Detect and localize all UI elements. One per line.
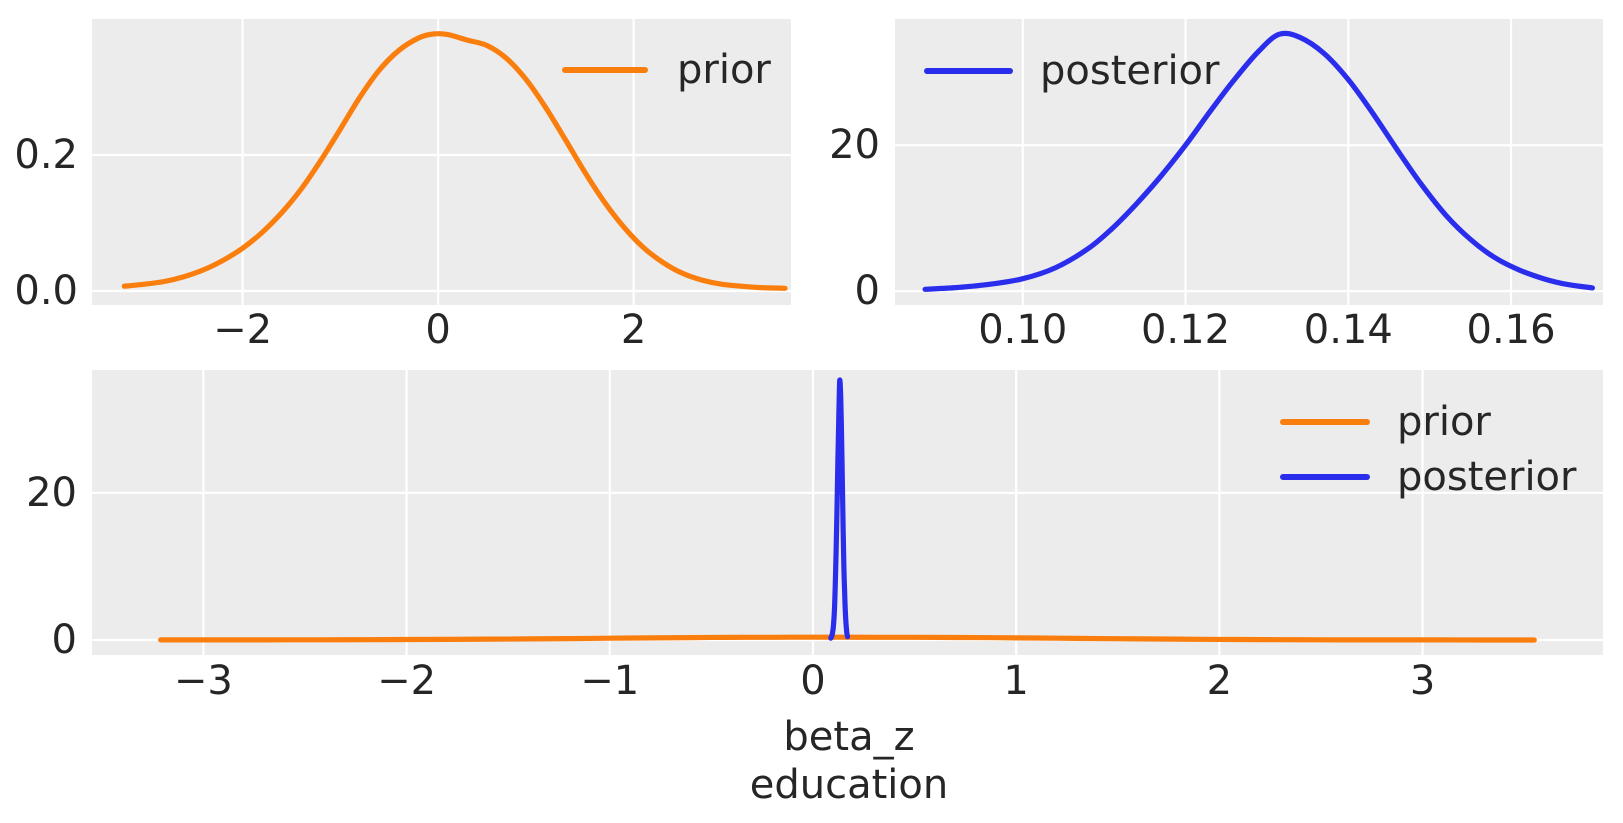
plot-background xyxy=(895,19,1603,305)
x-tick-label: 2 xyxy=(1207,658,1232,704)
x-tick-label: 3 xyxy=(1410,658,1435,704)
x-tick-label: 0.14 xyxy=(1304,307,1393,353)
kde-curve-prior xyxy=(121,31,788,291)
legend: posterior xyxy=(924,48,1220,94)
x-tick-label: 0.12 xyxy=(1141,307,1230,353)
y-tick-label: 0 xyxy=(855,268,880,314)
prior-marginal-plot: −2 0 2 0.0 0.2 prior xyxy=(14,19,791,353)
x-tick-label: −3 xyxy=(174,658,233,704)
x-tick-label: −2 xyxy=(213,307,272,353)
combined-plot: −3 −2 −1 0 1 2 3 0 20 prior posterior beta_zeducati… xyxy=(26,370,1603,808)
x-axis-label-line: beta_z xyxy=(783,714,914,760)
x-tick-label: −1 xyxy=(580,658,639,704)
legend-label-posterior: posterior xyxy=(1397,454,1577,500)
x-tick-label: 0.10 xyxy=(978,307,1067,353)
y-tick-label: 0.0 xyxy=(14,268,78,314)
kde-curve-posterior xyxy=(922,30,1595,292)
legend-label-prior: prior xyxy=(677,47,771,93)
legend: prior posterior xyxy=(1280,399,1577,500)
x-tick-label: 2 xyxy=(621,307,646,353)
y-tick-label: 0.2 xyxy=(14,132,78,178)
legend-label-prior: prior xyxy=(1397,399,1491,445)
x-tick-label: 0.16 xyxy=(1467,307,1556,353)
x-tick-label: 0 xyxy=(800,658,825,704)
y-tick-label: 20 xyxy=(26,470,77,516)
plot-background xyxy=(92,19,791,305)
legend: prior xyxy=(562,47,771,93)
x-tick-label: 0 xyxy=(425,307,450,353)
posterior-marginal-plot: 0.10 0.12 0.14 0.16 0 20 posterior xyxy=(829,19,1603,353)
y-tick-label: 0 xyxy=(52,617,77,663)
legend-label-posterior: posterior xyxy=(1040,48,1220,94)
x-tick-label: −2 xyxy=(377,658,436,704)
kde-curve-posterior xyxy=(828,377,851,641)
y-tick-label: 20 xyxy=(829,122,880,168)
x-axis-label-line: education xyxy=(750,762,948,808)
x-tick-label: 1 xyxy=(1003,658,1028,704)
